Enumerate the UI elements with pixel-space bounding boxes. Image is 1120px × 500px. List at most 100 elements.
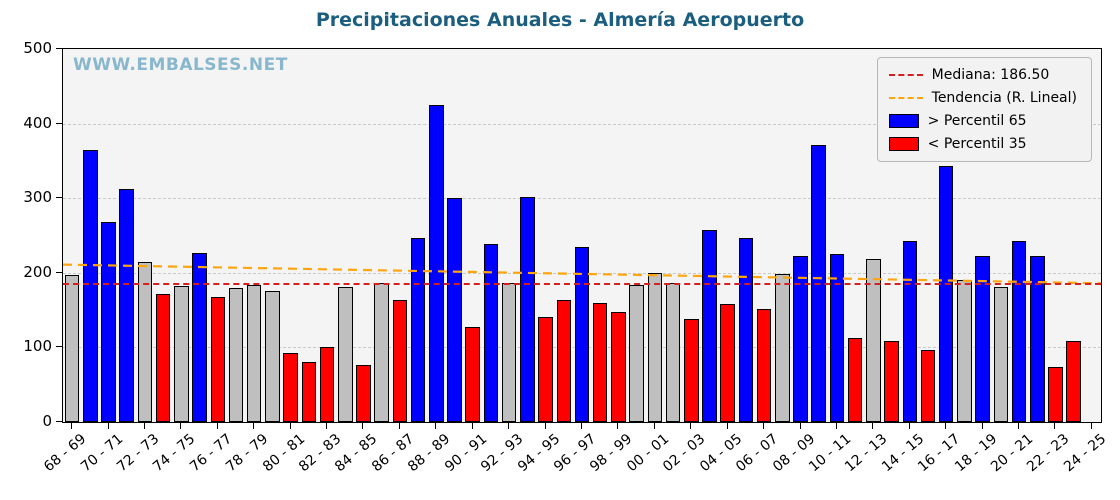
bar-68-69 (64, 275, 80, 422)
x-axis-tick-mark (799, 422, 801, 429)
x-axis-tick-mark (581, 422, 582, 429)
x-axis-tick-mark (981, 422, 983, 429)
bar-18-19 (975, 256, 990, 422)
below-percentile-swatch (888, 137, 919, 151)
bar-20-21 (1011, 240, 1027, 422)
x-axis-tick-mark (690, 422, 692, 429)
legend-trend-label: Tendencia (R. Lineal) (931, 90, 1077, 106)
bar-76-77 (210, 297, 226, 422)
x-axis-tick-mark (653, 422, 655, 429)
x-axis-tick-mark (216, 422, 218, 429)
y-axis-tick-label: 500 (23, 39, 52, 57)
bar-88-89 (429, 104, 444, 422)
bar-77-78 (228, 287, 244, 422)
gridline (63, 198, 1101, 200)
bar-95-96 (556, 300, 572, 422)
bar-16-17 (938, 166, 954, 422)
bar-79-80 (265, 291, 280, 422)
bar-86-87 (392, 300, 408, 422)
bar-89-90 (447, 198, 462, 422)
watermark: WWW.EMBALSES.NET (73, 55, 288, 75)
x-axis-tick-mark (1090, 422, 1092, 429)
x-axis-tick-mark (726, 422, 728, 429)
bar-08-09 (793, 256, 808, 422)
trend-line (63, 263, 1101, 285)
x-axis-tick-mark (71, 422, 73, 429)
chart-title: Precipitaciones Anuales - Almería Aeropu… (315, 9, 805, 31)
x-axis-tick-mark (326, 422, 328, 429)
bar-12-13 (866, 258, 881, 422)
bar-78-79 (246, 284, 262, 422)
bar-15-16 (920, 350, 936, 422)
x-axis-tick-mark (289, 422, 291, 429)
x-axis-tick-mark (908, 422, 910, 429)
above-percentile-swatch (888, 114, 919, 128)
bar-07-08 (775, 274, 790, 422)
bar-73-74 (155, 293, 171, 422)
y-axis-tick-mark (56, 346, 62, 348)
legend-above-label: > Percentil 65 (927, 113, 1027, 129)
bar-72-73 (137, 261, 153, 422)
plot-area: WWW.EMBALSES.NET Mediana: 186.50 Tendenc… (62, 48, 1102, 423)
x-axis-tick-mark (835, 422, 837, 429)
bar-71-72 (119, 188, 134, 422)
legend-item-below-percentile: < Percentil 35 (888, 136, 1077, 152)
y-axis-tick-label: 400 (23, 113, 52, 132)
y-axis-tick-label: 100 (23, 337, 52, 356)
bar-02-03 (683, 319, 699, 422)
bar-81-82 (301, 361, 317, 422)
y-axis-tick-mark (56, 197, 62, 199)
bar-10-11 (829, 254, 845, 422)
y-axis-tick-label: 0 (42, 412, 52, 430)
bar-84-85 (356, 364, 371, 422)
x-axis-tick-mark (544, 422, 546, 429)
legend: Mediana: 186.50 Tendencia (R. Lineal) > … (876, 57, 1092, 162)
bar-00-01 (647, 272, 663, 422)
legend-item-above-percentile: > Percentil 65 (888, 113, 1077, 129)
trend-line-swatch (888, 97, 923, 99)
x-axis-tick-mark (435, 422, 437, 429)
bar-04-05 (720, 304, 735, 422)
bar-96-97 (574, 246, 590, 422)
bar-13-14 (884, 340, 899, 422)
x-axis-tick-mark (1054, 422, 1056, 429)
x-axis-tick-mark (945, 422, 947, 429)
legend-item-median: Mediana: 186.50 (888, 67, 1077, 83)
y-axis-tick-mark (56, 271, 62, 273)
y-axis-tick-mark (56, 48, 62, 49)
bar-94-95 (538, 316, 553, 422)
legend-median-label: Mediana: 186.50 (931, 67, 1050, 83)
bar-22-23 (1048, 366, 1063, 422)
bar-82-83 (319, 346, 335, 422)
y-axis-tick-mark (56, 122, 62, 124)
bar-83-84 (337, 286, 353, 422)
y-axis-tick-mark (56, 421, 62, 422)
x-axis-tick-mark (143, 422, 145, 429)
bar-11-12 (847, 337, 863, 422)
bar-23-24 (1066, 340, 1081, 422)
y-axis-tick-label: 200 (23, 262, 52, 281)
x-axis-tick-mark (253, 422, 255, 429)
bar-19-20 (993, 286, 1009, 422)
bar-97-98 (592, 302, 608, 422)
legend-below-label: < Percentil 35 (927, 136, 1027, 152)
x-axis-tick-mark (763, 422, 765, 429)
y-axis-tick-label: 300 (23, 188, 52, 207)
x-axis-tick-mark (508, 422, 510, 429)
x-axis-tick-mark (362, 422, 364, 429)
x-axis-tick-mark (872, 422, 874, 429)
bar-74-75 (174, 286, 189, 422)
median-line-swatch (888, 74, 923, 76)
bar-98-99 (611, 311, 626, 422)
x-axis-tick-mark (1018, 422, 1020, 429)
x-axis-tick-mark (617, 422, 619, 429)
x-axis-tick-mark (471, 422, 473, 429)
bar-06-07 (756, 308, 772, 422)
bar-21-22 (1029, 256, 1045, 422)
x-axis-tick-mark (398, 422, 400, 429)
bar-93-94 (520, 197, 535, 422)
bar-75-76 (192, 252, 207, 422)
bar-70-71 (101, 222, 116, 422)
median-line (63, 282, 1101, 285)
